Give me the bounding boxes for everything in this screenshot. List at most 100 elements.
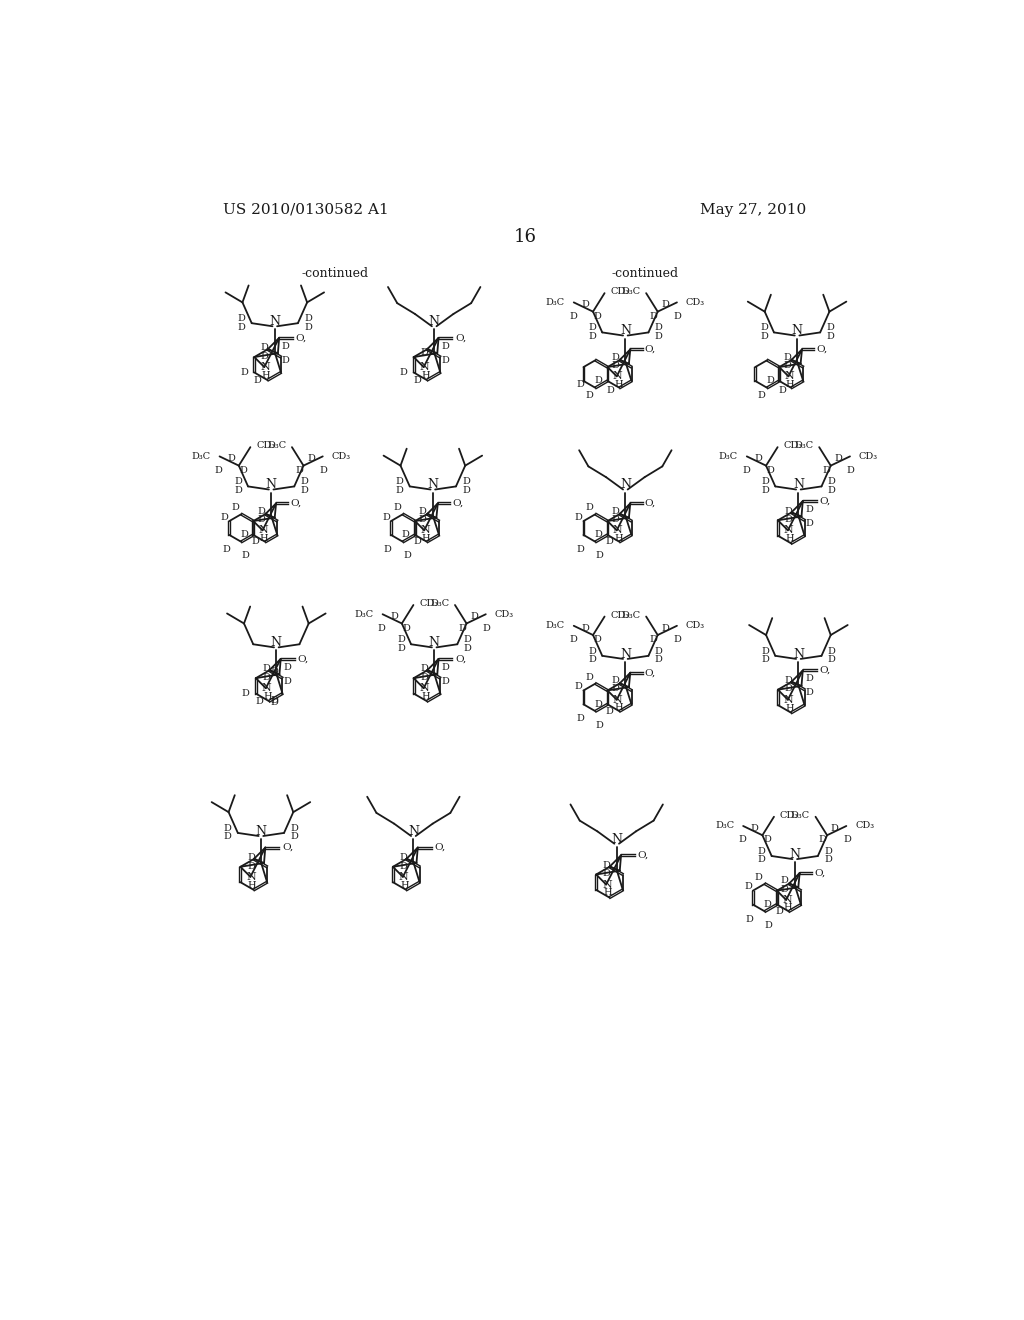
Text: D: D [611, 352, 620, 362]
Text: D: D [300, 478, 308, 486]
Text: D: D [611, 685, 620, 693]
Text: D: D [220, 512, 228, 521]
Text: D: D [282, 355, 290, 364]
Text: N: N [265, 478, 276, 491]
Text: O,: O, [816, 345, 827, 354]
Text: D: D [783, 352, 791, 362]
Text: D: D [586, 673, 593, 682]
Text: D: D [304, 314, 312, 323]
Text: H: H [261, 371, 270, 380]
Text: D: D [595, 552, 603, 560]
Text: D: D [396, 478, 403, 486]
Text: H: H [785, 704, 794, 713]
Text: N: N [247, 871, 256, 882]
Text: CD₃: CD₃ [686, 298, 705, 306]
Text: D: D [227, 454, 236, 463]
Text: O,: O, [645, 345, 656, 354]
Text: D₃C: D₃C [795, 441, 813, 450]
Text: D: D [241, 531, 248, 540]
Text: D: D [300, 486, 308, 495]
Text: D: D [847, 466, 855, 475]
Text: D: D [271, 696, 279, 705]
Text: D: D [413, 376, 421, 384]
Text: N: N [620, 648, 631, 661]
Text: D: D [257, 507, 265, 516]
Text: D: D [835, 454, 843, 463]
Text: H: H [421, 371, 429, 380]
Text: -continued: -continued [301, 268, 369, 280]
Text: D: D [603, 870, 610, 878]
Text: D: D [822, 466, 830, 475]
Text: O,: O, [296, 334, 307, 342]
Text: H: H [422, 533, 430, 543]
Text: D: D [261, 343, 268, 352]
Text: D: D [589, 647, 596, 656]
Text: O,: O, [434, 843, 445, 851]
Text: D: D [255, 697, 263, 706]
Text: D: D [390, 612, 398, 620]
Text: D₃C: D₃C [622, 611, 640, 619]
Text: O,: O, [819, 667, 830, 675]
Text: H: H [783, 903, 792, 912]
Text: D: D [755, 873, 763, 882]
Text: N: N [429, 315, 439, 329]
Text: D: D [290, 824, 298, 833]
Text: D: D [843, 836, 851, 845]
Text: N: N [260, 362, 270, 372]
Text: D: D [413, 537, 421, 546]
Text: O,: O, [297, 655, 308, 664]
Text: D: D [569, 312, 577, 321]
Text: D: D [401, 531, 410, 540]
Text: D: D [262, 673, 270, 682]
Text: D: D [261, 352, 268, 360]
Text: CD₃: CD₃ [495, 610, 514, 619]
Text: D: D [284, 677, 291, 685]
Text: D: D [586, 503, 593, 512]
Text: D: D [805, 506, 813, 513]
Text: D: D [441, 342, 449, 351]
Text: D: D [574, 682, 583, 692]
Text: CD₃: CD₃ [332, 451, 351, 461]
Text: D: D [569, 635, 577, 644]
Text: D: D [594, 376, 602, 385]
Text: D: D [238, 322, 246, 331]
Text: D: D [589, 331, 596, 341]
Text: D: D [247, 862, 255, 870]
Text: N: N [270, 636, 282, 649]
Text: D: D [826, 323, 835, 333]
Text: N: N [258, 525, 268, 536]
Text: D: D [765, 921, 773, 929]
Text: D: D [766, 376, 774, 385]
Text: D: D [824, 847, 831, 855]
Text: D: D [319, 466, 328, 475]
Text: D: D [242, 689, 250, 698]
Text: D: D [605, 706, 613, 715]
Text: D₃C: D₃C [354, 610, 374, 619]
Text: N: N [420, 362, 429, 372]
Text: D: D [654, 647, 663, 656]
Text: D: D [611, 515, 620, 524]
Text: D: D [611, 362, 620, 370]
Text: D: D [758, 847, 766, 855]
Text: D: D [441, 677, 449, 685]
Text: 16: 16 [513, 228, 537, 246]
Text: D: D [419, 515, 427, 524]
Text: O,: O, [645, 668, 656, 677]
Text: D: D [611, 507, 620, 516]
Text: D: D [384, 545, 391, 554]
Text: D: D [654, 655, 663, 664]
Text: D: D [805, 519, 813, 528]
Text: O,: O, [638, 851, 649, 859]
Text: D: D [222, 545, 229, 554]
Text: D: D [470, 612, 478, 620]
Text: US 2010/0130582 A1: US 2010/0130582 A1 [223, 203, 389, 216]
Text: D₃C: D₃C [622, 288, 640, 296]
Text: O,: O, [814, 869, 825, 878]
Text: CD₃: CD₃ [780, 810, 799, 820]
Text: D: D [654, 323, 663, 333]
Text: D₃C: D₃C [715, 821, 734, 830]
Text: H: H [785, 535, 794, 544]
Text: D: D [399, 862, 408, 870]
Text: D: D [577, 714, 584, 723]
Text: D: D [762, 478, 769, 486]
